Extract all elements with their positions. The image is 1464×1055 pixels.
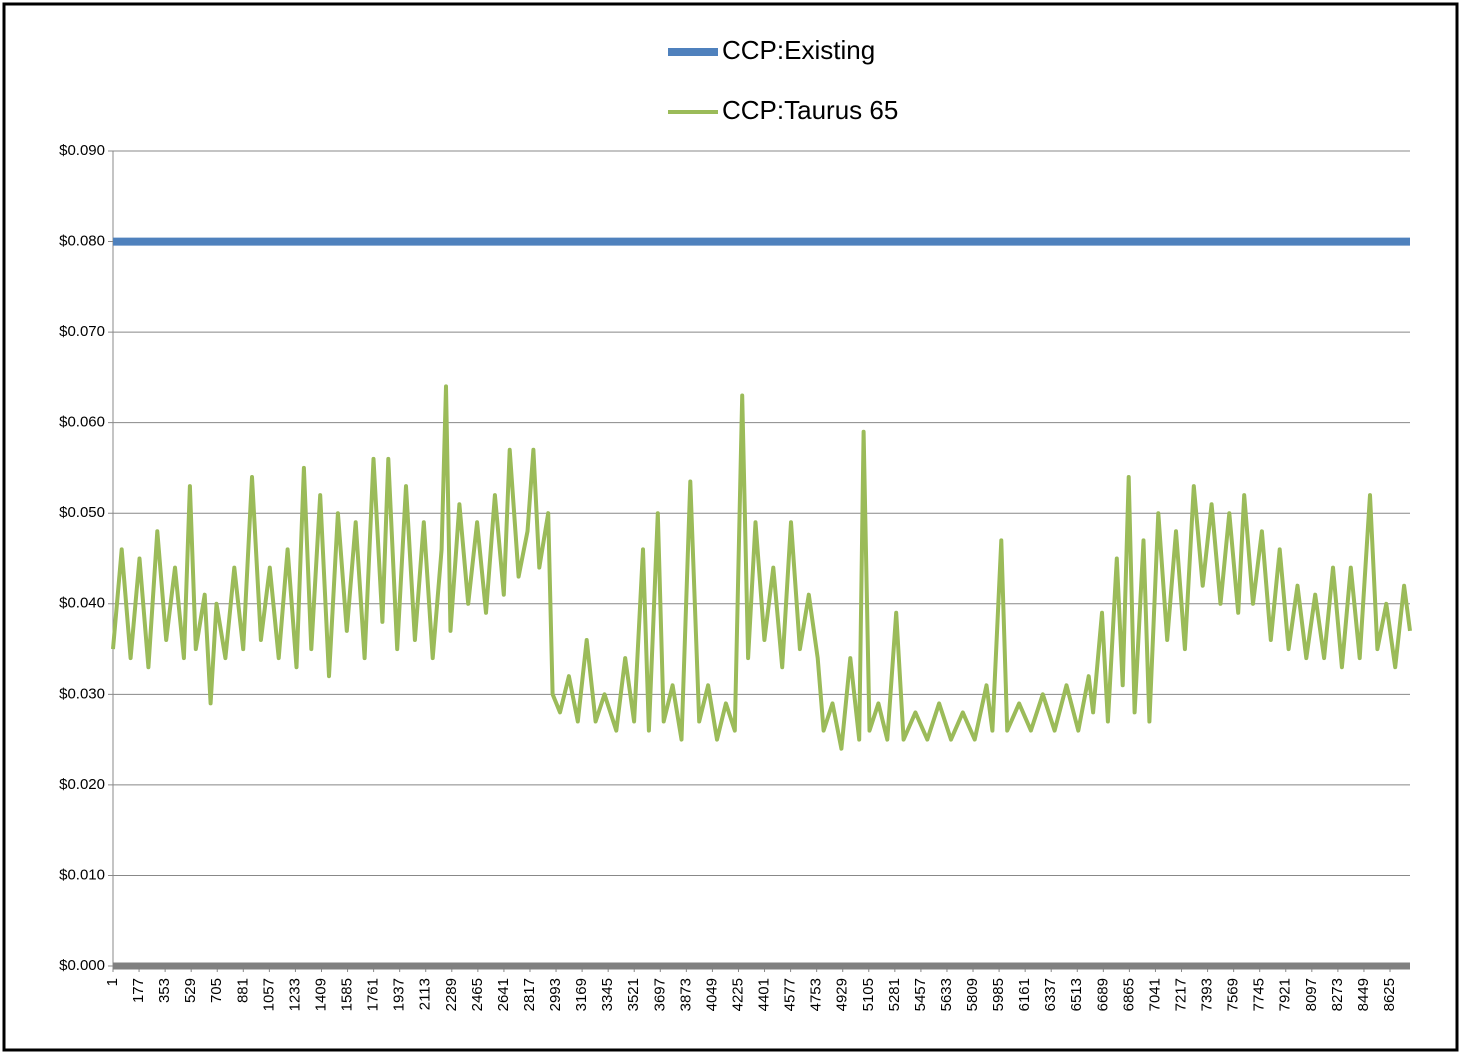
- series-line: [111, 384, 1412, 751]
- x-tick-label: 8097: [1303, 978, 1320, 1011]
- y-tick-label: $0.070: [59, 323, 105, 340]
- x-tick-label: 7921: [1277, 978, 1294, 1011]
- x-tick-label: 7041: [1146, 978, 1163, 1011]
- y-tick-label: $0.030: [59, 685, 105, 702]
- x-tick-label: 8449: [1355, 978, 1372, 1011]
- x-tick-label: 5985: [990, 978, 1007, 1011]
- x-tick-label: 705: [208, 978, 225, 1003]
- y-tick-label: $0.020: [59, 776, 105, 793]
- x-tick-label: 1057: [260, 978, 277, 1011]
- x-tick-label: 7393: [1199, 978, 1216, 1011]
- x-tick-label: 4577: [782, 978, 799, 1011]
- x-tick-label: 5281: [886, 978, 903, 1011]
- y-tick-label: $0.090: [59, 142, 105, 159]
- x-tick-label: 8273: [1329, 978, 1346, 1011]
- x-tick-label: 6161: [1016, 978, 1033, 1011]
- x-tick-label: 5457: [912, 978, 929, 1011]
- x-tick-label: 7745: [1251, 978, 1268, 1011]
- x-tick-label: 3697: [651, 978, 668, 1011]
- x-tick-label: 1233: [286, 978, 303, 1011]
- x-tick-label: 4401: [756, 978, 773, 1011]
- legend-label: CCP:Existing: [722, 35, 875, 65]
- x-tick-label: 3345: [599, 978, 616, 1011]
- x-tick-label: 6513: [1068, 978, 1085, 1011]
- x-tick-label: 177: [130, 978, 147, 1003]
- y-tick-label: $0.040: [59, 595, 105, 612]
- x-tick-label: 5633: [938, 978, 955, 1011]
- legend-label: CCP:Taurus 65: [722, 95, 898, 125]
- x-tick-label: 5105: [860, 978, 877, 1011]
- x-tick-label: 1937: [391, 978, 408, 1011]
- x-tick-label: 4929: [834, 978, 851, 1011]
- x-tick-label: 2113: [417, 978, 434, 1010]
- y-tick-label: $0.010: [59, 866, 105, 883]
- x-tick-label: 3521: [625, 978, 642, 1011]
- x-tick-label: 1585: [339, 978, 356, 1011]
- x-tick-label: 2817: [521, 978, 538, 1011]
- x-tick-label: 2289: [443, 978, 460, 1011]
- x-tick-label: 1409: [312, 978, 329, 1011]
- x-tick-label: 4049: [703, 978, 720, 1011]
- x-tick-label: 2465: [469, 978, 486, 1011]
- x-tick-label: 3873: [677, 978, 694, 1011]
- y-tick-label: $0.000: [59, 957, 105, 974]
- x-tick-label: 5809: [964, 978, 981, 1011]
- x-tick-label: 8625: [1381, 978, 1398, 1011]
- x-tick-label: 353: [156, 978, 173, 1003]
- y-tick-label: $0.050: [59, 504, 105, 521]
- x-tick-label: 529: [182, 978, 199, 1003]
- x-tick-label: 1761: [365, 978, 382, 1011]
- x-tick-label: 7217: [1172, 978, 1189, 1011]
- x-tick-label: 7569: [1225, 978, 1242, 1011]
- x-tick-label: 2641: [495, 978, 512, 1011]
- x-tick-label: 1: [104, 978, 121, 986]
- x-tick-label: 3169: [573, 978, 590, 1011]
- y-tick-label: $0.060: [59, 414, 105, 431]
- x-tick-label: 4225: [729, 978, 746, 1011]
- x-tick-label: 6865: [1120, 978, 1137, 1011]
- y-tick-label: $0.080: [59, 233, 105, 250]
- x-tick-label: 6689: [1094, 978, 1111, 1011]
- x-tick-label: 4753: [808, 978, 825, 1011]
- x-tick-label: 2993: [547, 978, 564, 1011]
- x-tick-label: 6337: [1042, 978, 1059, 1011]
- x-tick-label: 881: [234, 978, 251, 1003]
